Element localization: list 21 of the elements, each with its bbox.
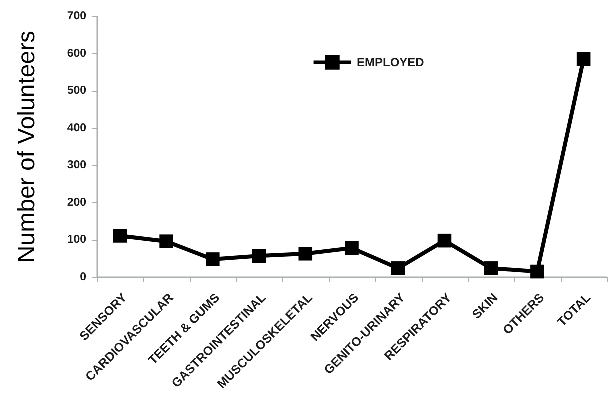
- y-tick-label: 600: [67, 48, 86, 60]
- y-axis-title: Number of Volunteers: [13, 30, 40, 264]
- point: [391, 262, 406, 276]
- point: [438, 234, 452, 248]
- point: [113, 229, 128, 243]
- point: [576, 52, 591, 66]
- legend-label: EMPLOYED: [357, 56, 425, 70]
- point: [252, 249, 266, 264]
- point: [206, 252, 220, 266]
- y-tick-label: 100: [67, 234, 86, 246]
- y-tick-label: 700: [67, 10, 86, 22]
- point: [160, 234, 174, 248]
- y-tick-label: 300: [67, 160, 86, 172]
- y-tick-label: 400: [67, 122, 86, 134]
- y-tick-label: 500: [67, 85, 86, 98]
- point: [345, 241, 359, 256]
- y-tick-label: 200: [67, 196, 86, 209]
- point: [298, 246, 313, 261]
- point: [530, 264, 544, 279]
- point: [484, 262, 498, 276]
- y-tick-label: 0: [80, 272, 86, 284]
